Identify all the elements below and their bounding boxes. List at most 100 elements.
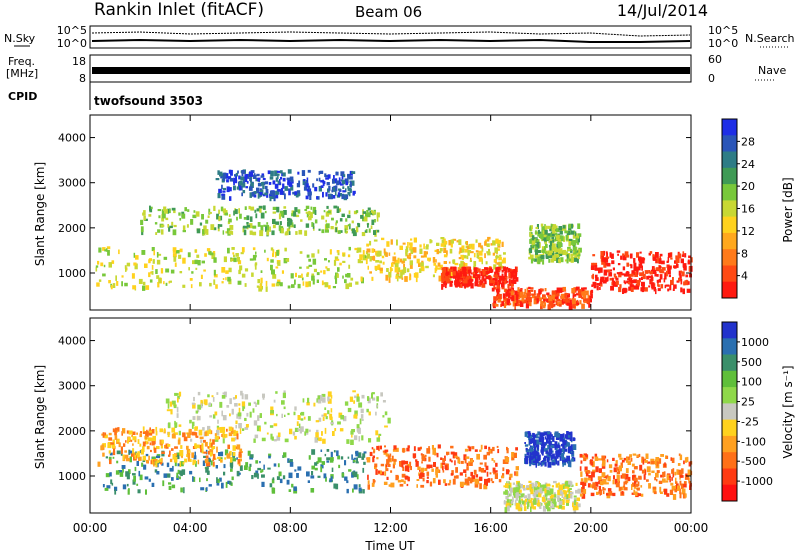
velocity-echo-cell xyxy=(551,503,555,509)
velocity-echo-cell xyxy=(175,393,179,396)
power-echo-cell xyxy=(229,196,232,201)
velocity-echo-cell xyxy=(373,450,375,454)
velocity-echo-cell xyxy=(638,453,641,458)
velocity-echo-cell xyxy=(186,445,189,450)
velocity-echo-cell xyxy=(554,501,557,507)
velocity-echo-cell xyxy=(212,439,215,445)
power-echo-cell xyxy=(501,273,504,280)
velocity-echo-cell xyxy=(329,478,332,483)
power-echo-cell xyxy=(311,273,315,276)
power-echo-cell xyxy=(605,251,608,254)
power-colorbar-segment xyxy=(722,200,737,218)
power-echo-cell xyxy=(252,254,257,261)
power-echo-cell xyxy=(606,252,608,258)
power-echo-cell xyxy=(526,287,529,294)
velocity-echo-cell xyxy=(643,474,646,480)
velocity-echo-cell xyxy=(407,476,410,482)
power-echo-cell xyxy=(138,278,143,284)
velocity-echo-cell xyxy=(216,478,220,483)
velocity-echo-cell xyxy=(506,501,510,506)
velocity-echo-cell xyxy=(122,484,127,490)
power-echo-cell xyxy=(622,288,625,294)
velocity-echo-cell xyxy=(224,449,229,456)
velocity-echo-cell xyxy=(249,411,252,418)
velocity-echo-cell xyxy=(106,485,111,489)
velocity-echo-cell xyxy=(352,471,355,475)
power-echo-cell xyxy=(222,208,226,213)
power-echo-cell xyxy=(533,298,538,305)
velocity-echo-cell xyxy=(380,471,385,476)
power-echo-cell xyxy=(540,300,544,307)
velocity-echo-cell xyxy=(344,476,348,481)
velocity-echo-cell xyxy=(191,402,195,405)
power-echo-cell xyxy=(222,175,226,181)
power-echo-cell xyxy=(377,264,381,270)
velocity-echo-cell xyxy=(346,488,349,494)
velocity-echo-cell xyxy=(179,450,184,456)
power-echo-cell xyxy=(264,210,267,214)
power-echo-cell xyxy=(514,266,517,271)
power-echo-cell xyxy=(350,277,354,281)
velocity-echo-cell xyxy=(418,472,422,476)
power-echo-cell xyxy=(161,217,165,222)
velocity-echo-cell xyxy=(558,500,563,505)
velocity-echo-cell xyxy=(362,467,365,473)
velocity-echo-cell xyxy=(619,487,622,491)
velocity-echo-cell xyxy=(467,477,472,482)
power-echo-cell xyxy=(510,291,514,296)
velocity-echo-cell xyxy=(530,456,534,460)
power-echo-cell xyxy=(459,284,462,288)
velocity-echo-cell xyxy=(283,406,286,410)
power-echo-cell xyxy=(342,275,344,279)
velocity-echo-cell xyxy=(270,410,274,414)
velocity-echo-cell xyxy=(211,395,214,398)
power-echo-cell xyxy=(179,248,183,253)
velocity-echo-cell xyxy=(321,414,326,417)
power-echo-cell xyxy=(168,227,171,232)
velocity-echo-cell xyxy=(336,450,339,457)
power-echo-region xyxy=(365,236,506,283)
velocity-echo-cell xyxy=(109,459,112,465)
velocity-echo-cell xyxy=(671,477,673,481)
velocity-echo-cell xyxy=(559,433,562,438)
power-echo-cell xyxy=(409,244,413,250)
velocity-echo-cell xyxy=(361,456,365,460)
power-echo-cell xyxy=(557,237,560,242)
velocity-echo-cell xyxy=(273,463,277,467)
power-echo-cell xyxy=(210,224,215,230)
velocity-echo-cell xyxy=(572,437,576,441)
velocity-echo-cell xyxy=(415,461,419,467)
power-echo-cell xyxy=(312,209,316,214)
power-echo-cell xyxy=(236,257,240,262)
velocity-colorbar-tick-label: 100 xyxy=(741,376,762,389)
velocity-echo-cell xyxy=(537,461,540,466)
velocity-echo-cell xyxy=(556,444,560,449)
power-echo-cell xyxy=(282,183,285,189)
velocity-echo-cell xyxy=(656,470,660,473)
power-echo-cell xyxy=(241,192,243,197)
velocity-echo-cell xyxy=(200,399,203,405)
velocity-echo-cell xyxy=(261,437,266,442)
power-echo-cell xyxy=(131,273,135,279)
power-echo-cell xyxy=(568,258,573,262)
velocity-echo-cell xyxy=(575,482,578,486)
power-echo-cell xyxy=(273,195,276,202)
velocity-echo-cell xyxy=(357,426,359,433)
velocity-echo-cell xyxy=(282,475,286,480)
power-echo-cell xyxy=(488,248,490,252)
power-echo-cell xyxy=(666,270,668,277)
power-echo-cell xyxy=(271,230,275,236)
velocity-echo-cell xyxy=(371,482,375,487)
power-echo-cell xyxy=(294,279,296,285)
velocity-echo-cell xyxy=(632,475,634,480)
power-echo-cell xyxy=(599,278,603,285)
velocity-echo-cell xyxy=(390,482,395,488)
velocity-echo-cell xyxy=(626,480,629,484)
power-echo-cell xyxy=(332,195,336,199)
power-echo-region xyxy=(95,246,367,292)
power-echo-cell xyxy=(564,230,569,234)
power-echo-cell xyxy=(314,219,318,224)
power-echo-cell xyxy=(463,271,467,277)
power-echo-cell xyxy=(576,299,579,303)
